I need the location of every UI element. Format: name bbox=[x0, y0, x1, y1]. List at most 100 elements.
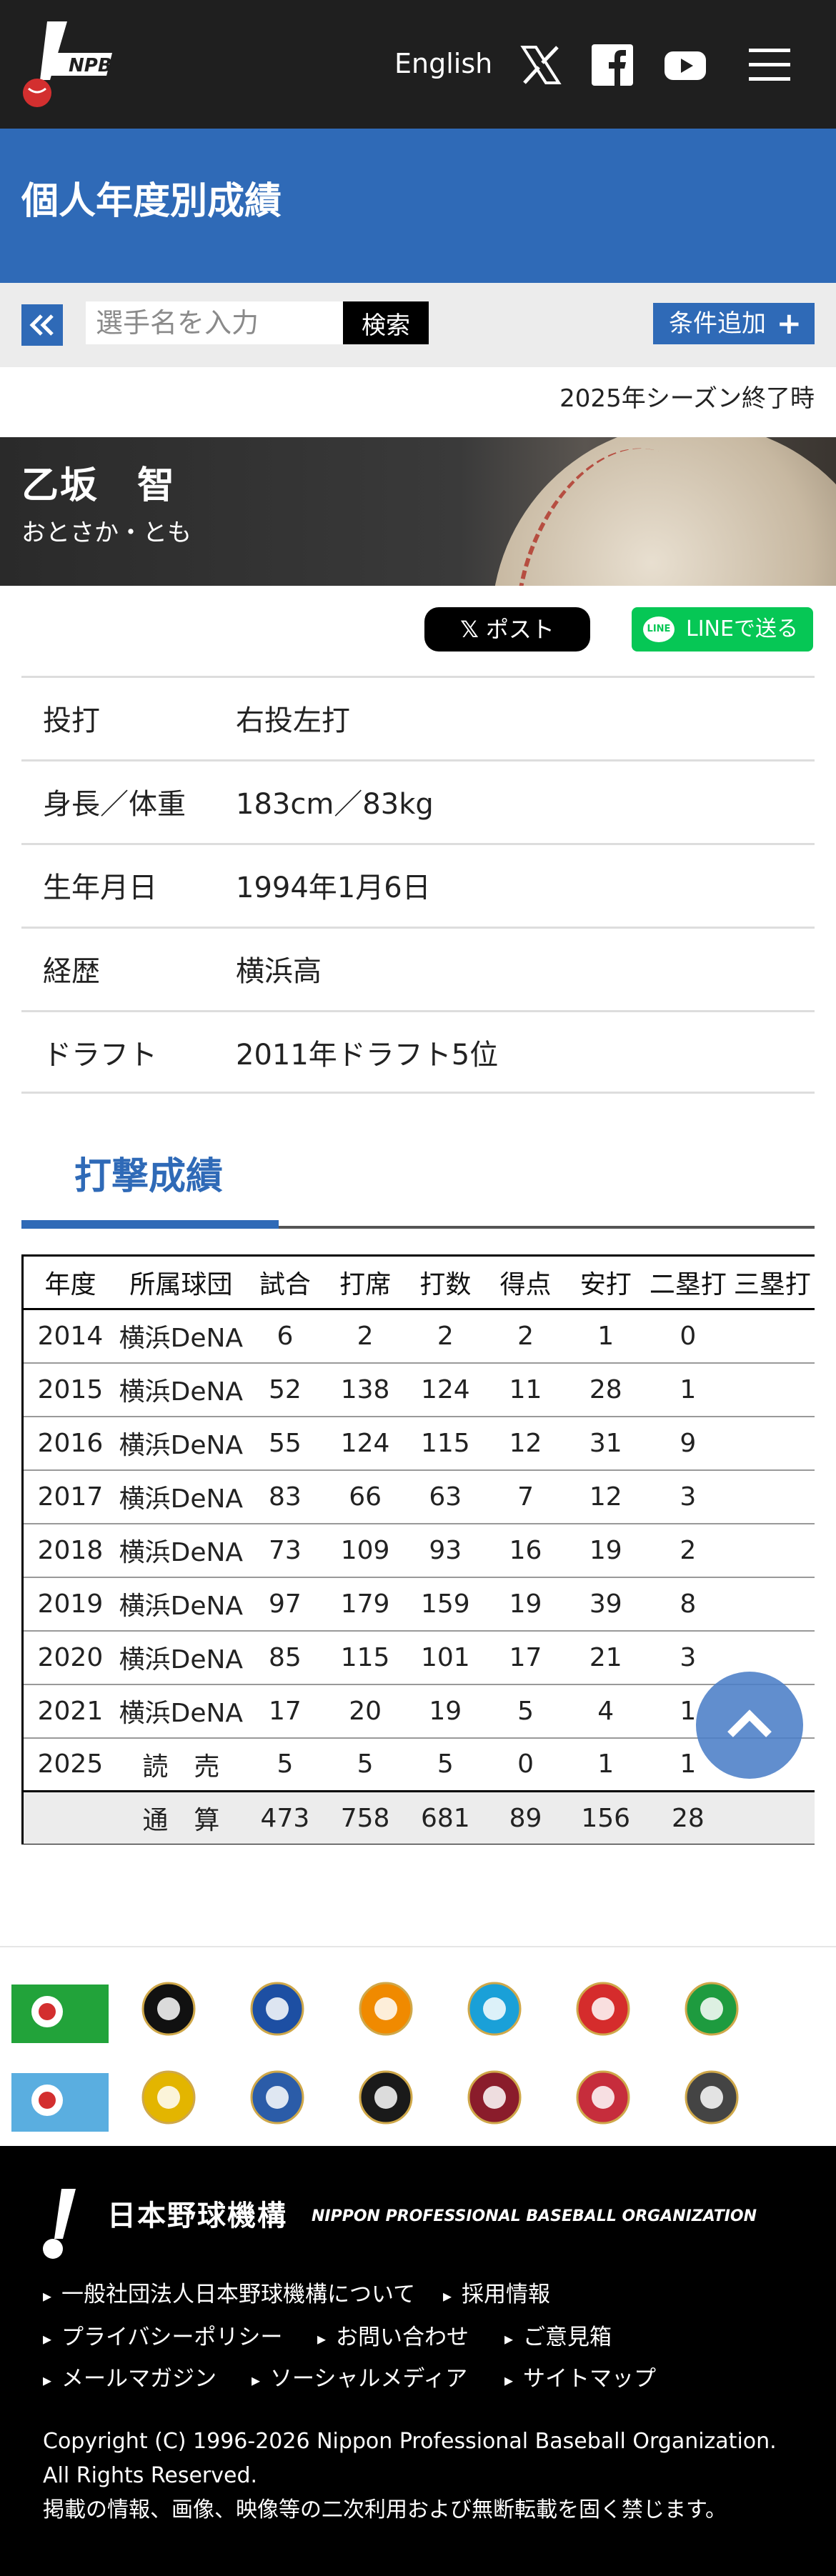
table-cell: 5 bbox=[325, 1737, 406, 1792]
pacific-league-logo[interactable] bbox=[11, 2063, 109, 2132]
table-cell: 7 bbox=[485, 1469, 566, 1524]
x-post-label: ポスト bbox=[485, 616, 554, 643]
table-cell: 横浜DeNA bbox=[116, 1630, 245, 1685]
yomiuri-giants-logo[interactable] bbox=[352, 1975, 420, 2043]
table-cell: 179 bbox=[325, 1577, 406, 1632]
footer-org-name-en: NIPPON PROFESSIONAL BASEBALL ORGANIZATIO… bbox=[312, 2207, 757, 2225]
table-cell: 横浜DeNA bbox=[116, 1362, 245, 1417]
table-cell: 39 bbox=[565, 1577, 646, 1632]
table-cell: 2 bbox=[485, 1309, 566, 1364]
youtube-icon[interactable] bbox=[663, 43, 707, 87]
table-cell: 3 bbox=[645, 1469, 730, 1524]
table-cell: 2018 bbox=[21, 1523, 117, 1578]
table-cell: 横浜DeNA bbox=[116, 1684, 245, 1739]
english-link[interactable]: English bbox=[394, 48, 493, 79]
table-cell: 19 bbox=[485, 1577, 566, 1632]
footer-link-feedback[interactable]: ご意見箱 bbox=[504, 2323, 612, 2353]
table-cell: 5 bbox=[244, 1737, 326, 1792]
profile-row: 投打 右投左打 bbox=[21, 676, 815, 759]
softbank-hawks-logo[interactable] bbox=[134, 2063, 203, 2132]
copyright-line: Copyright (C) 1996-2026 Nippon Professio… bbox=[43, 2429, 777, 2454]
table-cell: 2025 bbox=[21, 1737, 117, 1792]
table-row: 2018 横浜DeNA 73 109 93 16 19 2 bbox=[21, 1523, 815, 1578]
column-header: 打数 bbox=[405, 1254, 486, 1310]
team-logos bbox=[0, 1946, 836, 2146]
add-condition-button[interactable]: 条件追加 + bbox=[653, 303, 815, 344]
table-cell: 12 bbox=[485, 1416, 566, 1471]
add-condition-label: 条件追加 bbox=[669, 309, 766, 338]
table-cell: 2020 bbox=[21, 1630, 117, 1685]
player-banner: 乙坂 智 おとさか・とも bbox=[0, 437, 836, 586]
footer-link-about[interactable]: 一般社団法人日本野球機構について bbox=[43, 2280, 415, 2310]
column-header: 三塁打 bbox=[730, 1254, 815, 1310]
table-cell: 115 bbox=[405, 1416, 486, 1471]
season-note: 2025年シーズン終了時 bbox=[559, 384, 815, 413]
table-row: 2019 横浜DeNA 97 179 159 19 39 8 bbox=[21, 1577, 815, 1632]
table-cell bbox=[730, 1362, 815, 1417]
table-cell: 1 bbox=[645, 1362, 730, 1417]
table-cell: 758 bbox=[325, 1790, 406, 1844]
page-title: 個人年度別成績 bbox=[21, 180, 282, 223]
footer-link-contact[interactable]: お問い合わせ bbox=[317, 2323, 469, 2353]
plus-icon: + bbox=[776, 306, 802, 341]
profile-value: 183cm／83kg bbox=[236, 788, 434, 821]
table-cell: 2014 bbox=[21, 1309, 117, 1364]
footer-link-mailmagazine[interactable]: メールマガジン bbox=[43, 2365, 217, 2395]
site-footer: 日本野球機構 NIPPON PROFESSIONAL BASEBALL ORGA… bbox=[0, 2146, 836, 2576]
table-cell: 156 bbox=[565, 1790, 646, 1844]
table-cell: 97 bbox=[244, 1577, 326, 1632]
x-twitter-icon[interactable] bbox=[519, 43, 563, 87]
central-league-logo[interactable] bbox=[11, 1975, 109, 2043]
rakuten-eagles-logo[interactable] bbox=[460, 2063, 529, 2132]
player-search-input[interactable] bbox=[86, 301, 343, 344]
column-header: 得点 bbox=[485, 1254, 566, 1310]
table-cell: 0 bbox=[485, 1737, 566, 1792]
chunichi-dragons-logo[interactable] bbox=[460, 1975, 529, 2043]
footer-link-recruit[interactable]: 採用情報 bbox=[443, 2280, 550, 2310]
line-share-button[interactable]: LINE LINEで送る bbox=[632, 607, 813, 652]
lotte-marines-logo[interactable] bbox=[677, 2063, 746, 2132]
footer-link-social[interactable]: ソーシャルメディア bbox=[252, 2365, 467, 2395]
table-row: 2015 横浜DeNA 52 138 124 11 28 1 bbox=[21, 1362, 815, 1417]
search-button[interactable]: 検索 bbox=[343, 301, 429, 344]
table-cell: 2016 bbox=[21, 1416, 117, 1471]
double-chevron-left-icon[interactable] bbox=[21, 304, 63, 346]
hamburger-menu-icon[interactable] bbox=[747, 43, 792, 87]
table-row: 2017 横浜DeNA 83 66 63 7 12 3 bbox=[21, 1469, 815, 1524]
profile-label: 経歴 bbox=[43, 955, 100, 988]
hiroshima-carp-logo[interactable] bbox=[569, 1975, 637, 2043]
table-cell bbox=[730, 1469, 815, 1524]
table-cell bbox=[730, 1523, 815, 1578]
table-cell: 2 bbox=[325, 1309, 406, 1364]
table-cell: 52 bbox=[244, 1362, 326, 1417]
profile-row: 生年月日 1994年1月6日 bbox=[21, 843, 815, 927]
table-cell: 16 bbox=[485, 1523, 566, 1578]
table-cell: 2021 bbox=[21, 1684, 117, 1739]
yokohama-baystars-logo[interactable] bbox=[243, 1975, 312, 2043]
seibu-lions-logo[interactable] bbox=[569, 2063, 637, 2132]
profile-label: ドラフト bbox=[43, 1039, 157, 1072]
table-cell: 20 bbox=[325, 1684, 406, 1739]
table-cell: 2015 bbox=[21, 1362, 117, 1417]
profile-row: 身長／体重 183cm／83kg bbox=[21, 759, 815, 843]
x-post-button[interactable]: 𝕏 ポスト bbox=[424, 607, 590, 652]
table-total-row: 通 算 473 758 681 89 156 28 bbox=[21, 1790, 815, 1844]
npb-footer-logo[interactable] bbox=[43, 2189, 100, 2260]
npb-logo[interactable]: NPB bbox=[19, 21, 126, 109]
footer-link-sitemap[interactable]: サイトマップ bbox=[504, 2365, 656, 2395]
top-header: NPB English bbox=[0, 0, 836, 129]
facebook-icon[interactable] bbox=[590, 43, 635, 87]
table-cell: 19 bbox=[565, 1523, 646, 1578]
table-cell: 31 bbox=[565, 1416, 646, 1471]
table-cell: 2 bbox=[645, 1523, 730, 1578]
orix-buffaloes-logo[interactable] bbox=[352, 2063, 420, 2132]
table-header-row: 年度 所属球団 試合 打席 打数 得点 安打 二塁打 三塁打 bbox=[21, 1254, 815, 1310]
table-cell bbox=[730, 1416, 815, 1471]
nippon-ham-fighters-logo[interactable] bbox=[243, 2063, 312, 2132]
hanshin-tigers-logo[interactable] bbox=[134, 1975, 203, 2043]
table-cell: 4 bbox=[565, 1684, 646, 1739]
scroll-to-top-button[interactable] bbox=[696, 1672, 803, 1779]
footer-link-privacy[interactable]: プライバシーポリシー bbox=[43, 2323, 282, 2353]
yakult-swallows-logo[interactable] bbox=[677, 1975, 746, 2043]
footer-org-name: 日本野球機構 bbox=[107, 2200, 287, 2232]
